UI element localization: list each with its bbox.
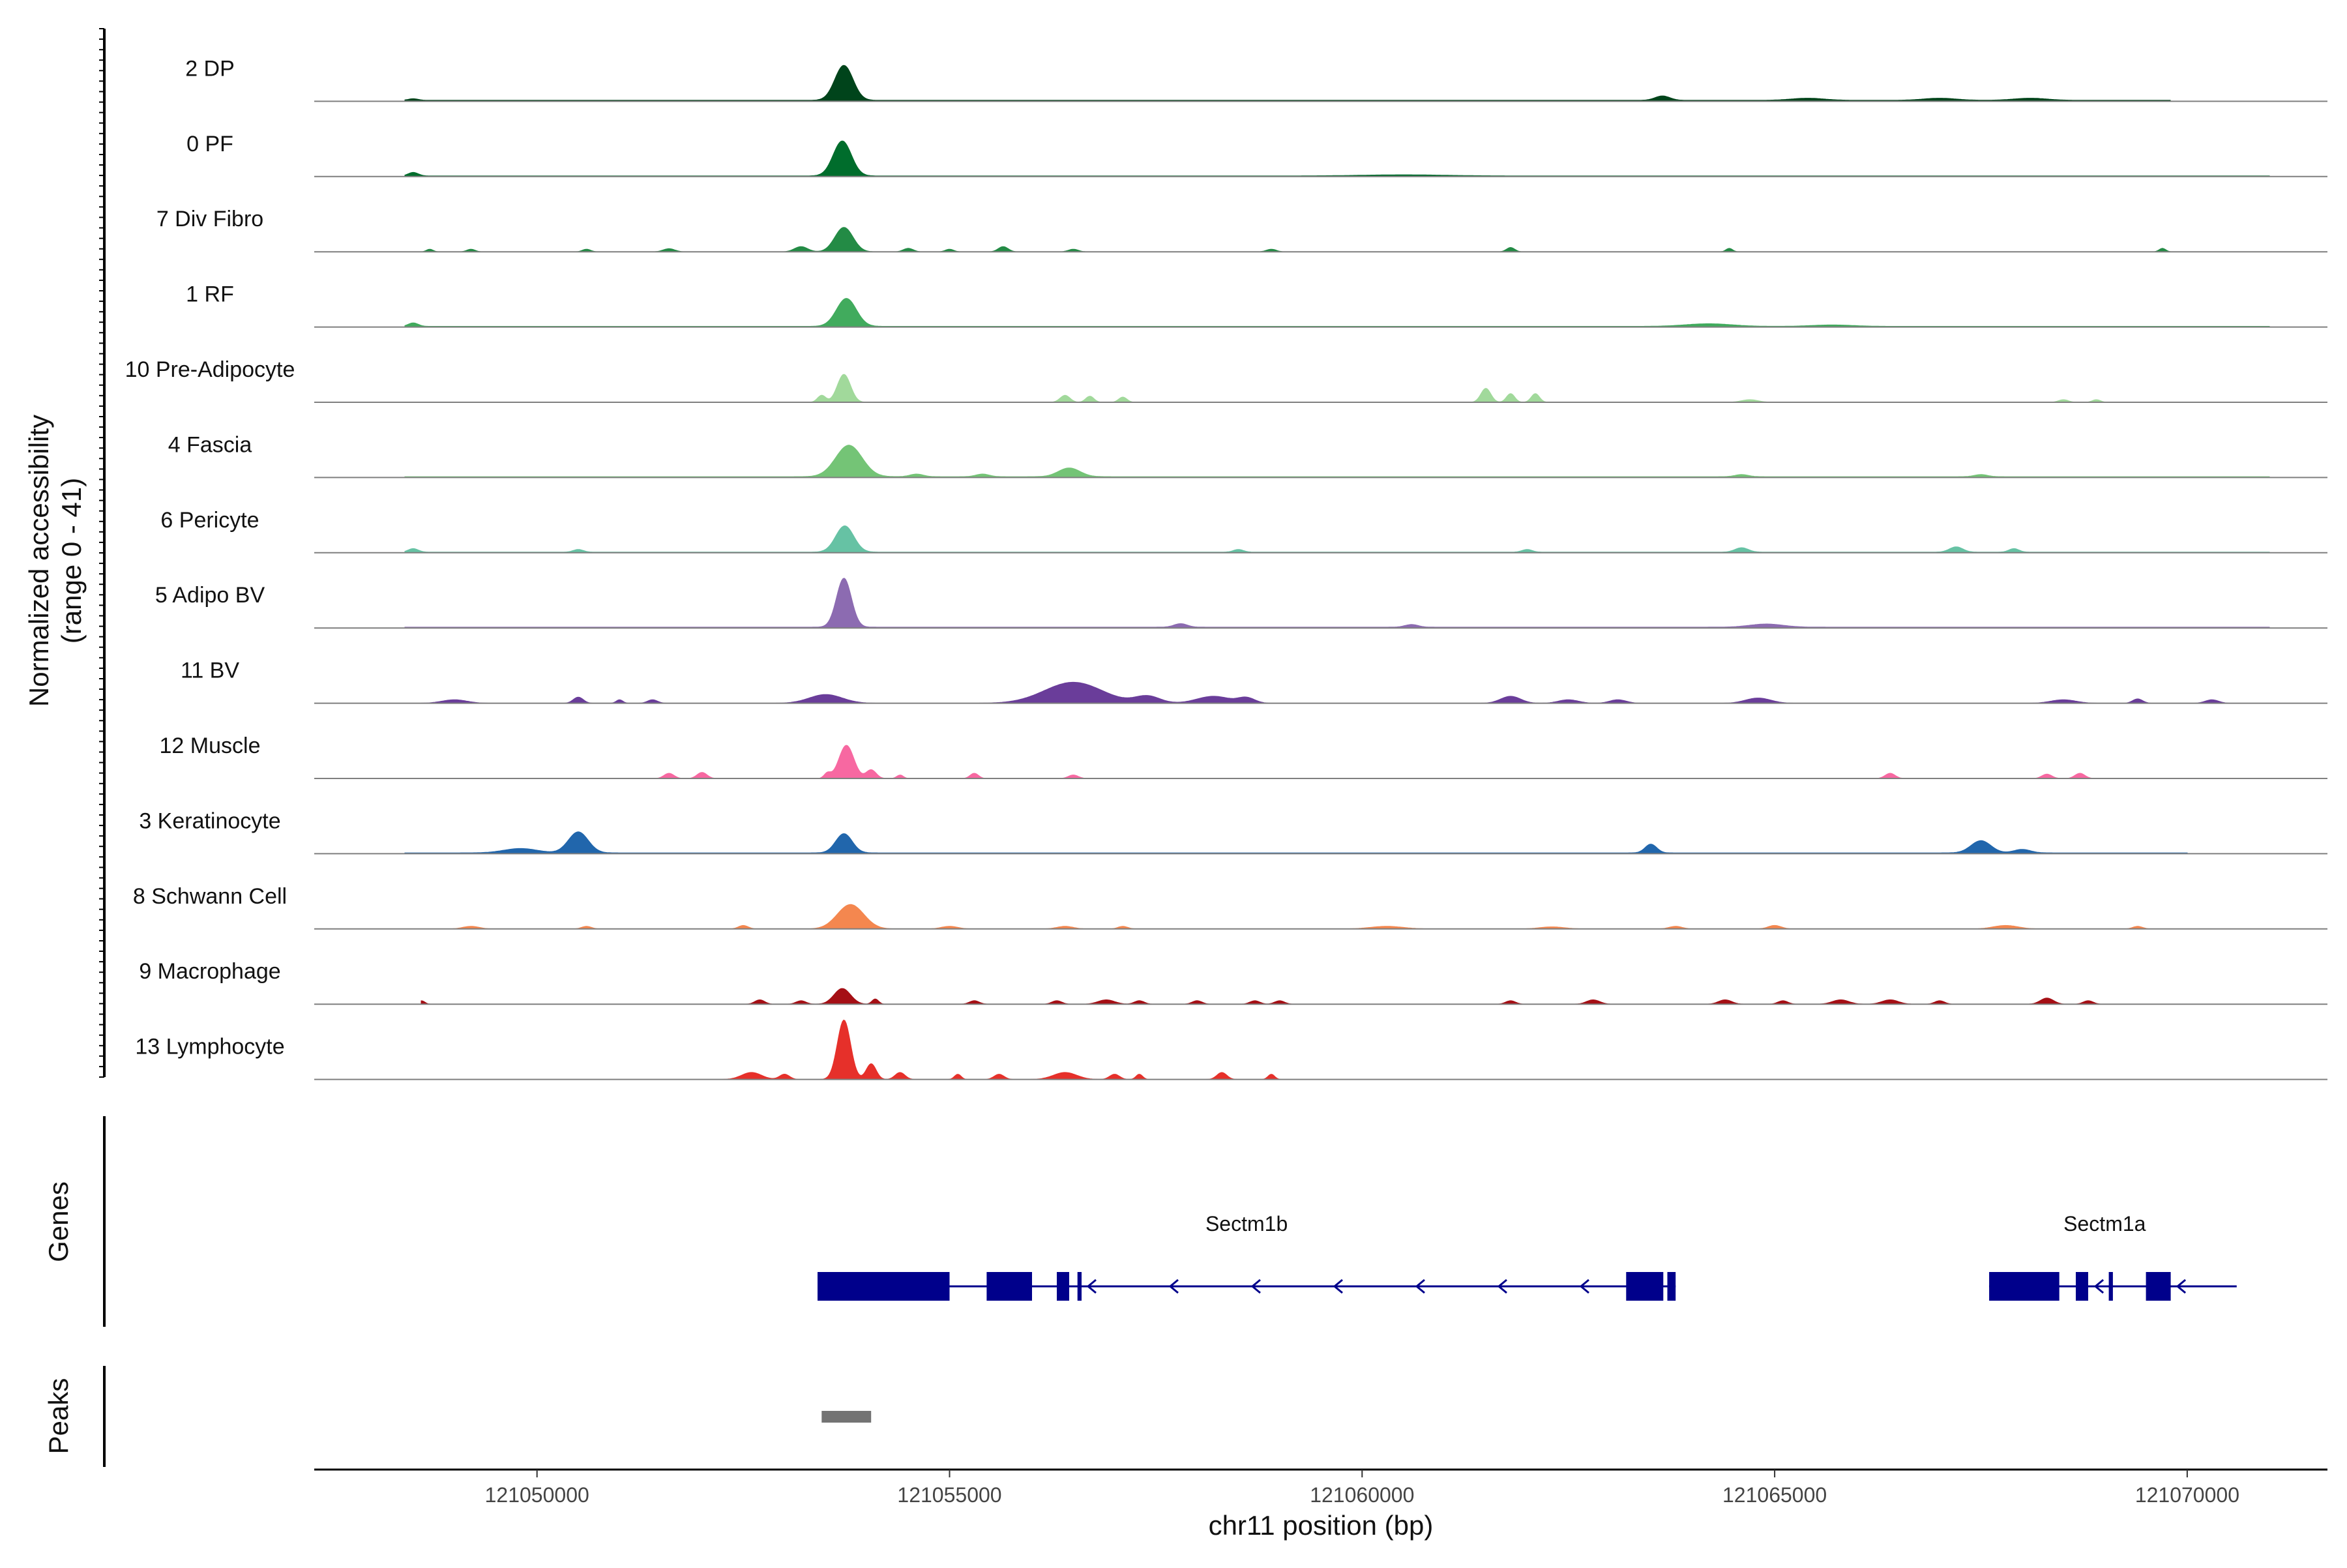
track-5-adipo-bv: 5 Adipo BV (155, 578, 2327, 629)
y-axis-title: Normalized accessibility (range 0 - 41) (23, 415, 87, 707)
strand-arrow (1579, 1279, 1589, 1294)
x-tick-label: 121055000 (897, 1483, 1001, 1507)
gene-exon (1667, 1272, 1676, 1301)
x-axis: 121050000 121055000 121060000 121065000 1210… (314, 1468, 2327, 1541)
gene-label: Sectm1a (2063, 1212, 2146, 1235)
track-0-pf: 0 PF (186, 132, 2327, 177)
track-label: 3 Keratinocyte (139, 808, 280, 833)
x-tick-label: 121060000 (1310, 1483, 1414, 1507)
genes-panel: Genes Sectm1b Sectm1a (43, 1116, 2237, 1327)
coverage-area (404, 140, 2270, 177)
x-tick: 121065000 (1722, 1470, 1827, 1507)
coverage-area (404, 831, 2188, 854)
coverage-tracks: 2 DP 0 PF 7 Div Fibro 1 RF 10 Pre-Adipocyte 4… (125, 56, 2327, 1080)
coverage-area (404, 65, 2171, 102)
gene-exon (1989, 1272, 2059, 1301)
track-label: 13 Lymphocyte (135, 1035, 284, 1059)
track-6-pericyte: 6 Pericyte (160, 508, 2327, 554)
strand-arrow (1168, 1279, 1179, 1294)
gene-exon (2146, 1272, 2171, 1301)
x-axis-title: chr11 position (bp) (1209, 1510, 1434, 1541)
strand-arrow (1415, 1279, 1425, 1294)
coverage-area (404, 445, 2270, 478)
x-tick-label: 121050000 (485, 1483, 589, 1507)
track-4-fascia: 4 Fascia (168, 432, 2327, 479)
track-13-lymphocyte: 13 Lymphocyte (135, 1019, 2327, 1080)
coverage-area (421, 988, 2146, 1005)
track-label: 2 DP (185, 56, 235, 81)
track-label: 5 Adipo BV (155, 583, 265, 608)
track-3-keratinocyte: 3 Keratinocyte (139, 808, 2327, 855)
track-10-pre-adipocyte: 10 Pre-Adipocyte (125, 357, 2327, 403)
coverage-area (404, 578, 2270, 629)
coverage-area (413, 227, 2187, 252)
track-label: 7 Div Fibro (156, 207, 263, 231)
strand-arrow (1497, 1279, 1507, 1294)
track-label: 11 BV (181, 658, 239, 683)
track-label: 0 PF (186, 132, 233, 156)
x-tick: 121070000 (2135, 1470, 2239, 1507)
x-tick: 121055000 (897, 1470, 1002, 1507)
track-9-macrophage: 9 Macrophage (139, 959, 2327, 1005)
gene-exon (1077, 1272, 1082, 1301)
x-tick: 121050000 (485, 1470, 589, 1507)
strand-arrow (1086, 1279, 1097, 1294)
track-label: 4 Fascia (168, 432, 252, 457)
gene-label: Sectm1b (1205, 1212, 1288, 1235)
track-label: 9 Macrophage (139, 959, 280, 984)
track-label: 8 Schwann Cell (133, 884, 287, 909)
y-axis-title-line2: (range 0 - 41) (56, 478, 87, 643)
gene-exon (986, 1272, 1032, 1301)
gene-sectm1a: Sectm1a (1989, 1212, 2237, 1301)
strand-arrow (1250, 1279, 1261, 1294)
track-7-div-fibro: 7 Div Fibro (156, 207, 2327, 253)
strand-arrow (2093, 1279, 2104, 1294)
strand-arrow (2176, 1279, 2187, 1294)
track-label: 6 Pericyte (160, 508, 259, 533)
track-label: 12 Muscle (160, 733, 261, 758)
coverage-area (404, 525, 2270, 554)
track-label: 10 Pre-Adipocyte (125, 357, 295, 382)
gene-exon (1626, 1272, 1664, 1301)
peak-region (821, 1411, 872, 1423)
strand-arrow (1333, 1279, 1343, 1294)
x-ticks: 121050000 121055000 121060000 121065000 1210… (485, 1470, 2239, 1507)
coverage-area (421, 904, 2154, 930)
coverage-area (651, 745, 2104, 779)
gene-exon (1057, 1272, 1069, 1301)
y-axis (99, 28, 106, 1078)
genes-panel-title: Genes (43, 1181, 74, 1262)
track-1-rf: 1 RF (186, 282, 2327, 328)
gene-sectm1b: Sectm1b (818, 1212, 1676, 1301)
coverage-area (784, 374, 2146, 403)
track-label: 1 RF (186, 282, 234, 307)
track-11-bv: 11 BV (181, 658, 2327, 704)
peak-regions (821, 1411, 872, 1423)
coverage-area (701, 1019, 1321, 1080)
track-2-dp: 2 DP (185, 56, 2327, 102)
y-axis-title-line1: Normalized accessibility (23, 415, 54, 707)
gene-exon (818, 1272, 950, 1301)
coverage-area (413, 681, 2245, 704)
track-8-schwann-cell: 8 Schwann Cell (133, 884, 2327, 930)
peaks-panel-title: Peaks (43, 1378, 74, 1455)
x-tick-label: 121065000 (1722, 1483, 1827, 1507)
peaks-panel: Peaks (43, 1366, 872, 1467)
coverage-area (404, 298, 2270, 328)
gene-exon (2108, 1272, 2113, 1301)
track-12-muscle: 12 Muscle (160, 733, 2327, 779)
x-tick-label: 121070000 (2135, 1483, 2239, 1507)
gene-models: Sectm1b Sectm1a (818, 1212, 2237, 1301)
gene-exon (2076, 1272, 2088, 1301)
x-tick: 121060000 (1310, 1470, 1414, 1507)
